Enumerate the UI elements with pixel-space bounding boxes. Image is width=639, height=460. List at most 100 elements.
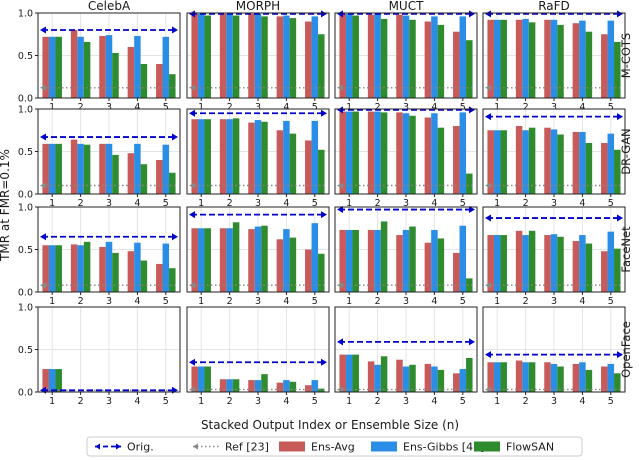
bar-ens-gibbs-1 [197,13,205,99]
bar-flowsan-4 [289,18,297,99]
bar-ens-gibbs-5 [459,112,467,194]
labels-layer: CelebA MORPH MUCT RaFD M-COTS DR-GAN FaceNet Op… [0,0,633,432]
bar-flowsan-3 [112,252,119,292]
legend-arrow-ref [193,443,198,450]
bar-ens-gibbs-2 [522,18,529,99]
orig-arrow-right [617,214,623,222]
bar-ens-gibbs-1 [48,143,56,194]
bar-flowsan-3 [261,16,268,98]
bar-ens-gibbs-4 [134,35,141,98]
y-axis-label: TMR at FMR=0.1% [0,149,12,262]
bar-ens-avg-5 [601,34,608,98]
bar-ens-gibbs-1 [345,111,353,194]
x-tick-label: 3 [106,396,112,407]
bar-ens-avg-5 [453,126,460,194]
x-tick-label: 2 [227,296,233,307]
x-tick-label: 3 [255,102,261,113]
bar-flowsan-4 [140,64,148,98]
x-tick-label: 5 [312,198,318,209]
bar-flowsan-4 [585,31,593,99]
bar-flowsan-2 [528,127,536,194]
bar-ens-avg-5 [453,252,460,292]
bar-ens-avg-5 [601,143,608,194]
column-title-celeba: CelebA [88,0,131,13]
bar-ens-gibbs-4 [283,120,290,194]
x-tick-label: 3 [551,198,557,209]
bar-ens-avg-4 [276,16,284,98]
bar-flowsan-5 [614,41,621,98]
orig-arrow-left [485,10,491,18]
x-tick-label: 4 [579,102,585,113]
column-title-morph: MORPH [236,0,280,13]
legend-entry-ens-gibbs: Ens-Gibbs [45] [371,441,484,454]
bar-ens-avg-5 [156,160,163,194]
orig-arrow-right [321,358,327,366]
bar-ens-gibbs-2 [522,362,529,392]
bar-flowsan-5 [318,149,325,194]
panel-openface-celeba: 0.0 0.5 1.0 1 2 3 4 5 [18,303,181,407]
bar-ens-gibbs-3 [402,15,410,98]
bar-ens-avg-1 [339,229,346,292]
bar-flowsan-3 [112,52,119,98]
bar-ens-avg-2 [70,30,78,98]
bar-ens-avg-5 [601,251,608,292]
bar-ens-gibbs-5 [459,369,467,392]
bar-flowsan-4 [437,369,445,392]
ref-arrow [40,282,46,289]
x-tick-label: 5 [460,102,466,113]
bar-flowsan-3 [557,134,564,194]
bar-flowsan-1 [500,130,507,194]
bar-flowsan-3 [557,366,564,392]
ref-arrow [189,182,195,189]
bar-ens-avg-5 [156,263,163,292]
bar-flowsan-1 [500,362,507,392]
bar-ens-gibbs-4 [579,20,586,98]
bar-flowsan-3 [261,374,268,392]
bar-flowsan-5 [614,149,621,194]
orig-arrow-left [189,10,195,18]
x-tick-label: 2 [78,198,84,209]
bar-ens-gibbs-3 [105,35,113,98]
bar-flowsan-5 [466,40,473,98]
x-tick-label: 5 [460,396,466,407]
bar-flowsan-2 [380,18,388,99]
bar-ens-avg-1 [339,111,346,194]
bar-ens-gibbs-2 [226,13,233,99]
bar-flowsan-1 [352,229,359,292]
x-tick-label: 2 [227,102,233,113]
bar-ens-avg-2 [219,228,227,292]
column-title-rafd: RaFD [538,0,570,13]
bar-ens-avg-2 [515,360,523,392]
x-tick-label: 1 [49,102,55,113]
ref-arrow [337,386,343,393]
bar-ens-avg-4 [572,131,580,194]
ref-arrow [485,282,491,289]
bar-ens-avg-1 [42,369,49,392]
bar-ens-gibbs-2 [374,13,381,99]
x-tick-label: 1 [346,198,352,209]
x-tick-label: 5 [163,198,169,209]
y-tick-label: 1.0 [18,303,33,314]
bar-ens-avg-2 [219,119,227,194]
x-tick-label: 3 [403,396,409,407]
legend-label-ens-gibbs: Ens-Gibbs [45] [403,441,484,454]
panel-openface-rafd: 1 2 3 4 5 [482,306,626,407]
ref-arrow [40,182,46,189]
row-label-openface: OpenFace [619,321,633,378]
bar-ens-avg-4 [276,382,284,392]
bar-ens-gibbs-5 [607,231,615,292]
bar-ens-avg-5 [453,31,460,99]
x-tick-label: 3 [255,396,261,407]
orig-arrow-left [337,206,343,214]
bar-flowsan-3 [557,236,564,292]
bar-ens-avg-2 [219,379,227,392]
bar-ens-gibbs-2 [522,130,529,194]
orig-arrow-right [617,113,623,121]
bar-ens-gibbs-3 [550,19,558,98]
x-tick-label: 5 [163,296,169,307]
bar-flowsan-4 [585,143,593,194]
x-tick-label: 4 [134,198,140,209]
bar-flowsan-4 [140,260,148,292]
bar-flowsan-3 [409,115,416,194]
bar-flowsan-1 [500,19,507,98]
